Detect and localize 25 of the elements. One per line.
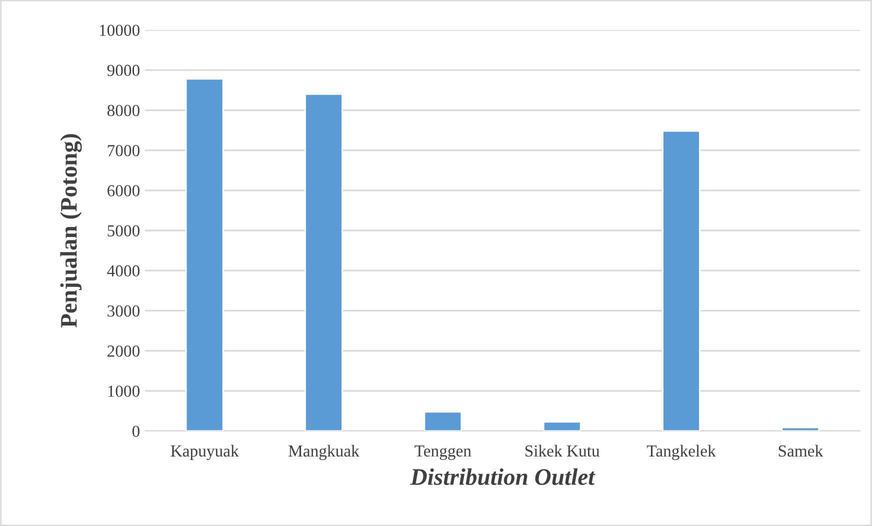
y-tick-label: 3000 [108, 305, 140, 317]
bar [304, 93, 343, 431]
y-tick-label: 5000 [108, 225, 140, 236]
y-tick-label: 10000 [100, 24, 140, 36]
bar [185, 78, 224, 431]
x-tick-label: Sikek Kutu [525, 444, 600, 457]
bar [424, 411, 462, 431]
x-tick-label: Kapuyuak [170, 444, 239, 460]
x-tick-label: Mangkuak [288, 444, 360, 460]
x-tick-label: Tenggen [414, 445, 472, 460]
y-tick-label: 8000 [107, 104, 140, 116]
x-tick-label: Samek [778, 444, 824, 457]
y-tick-label: 7000 [108, 145, 140, 156]
x-axis-title: Distribution Outlet [410, 468, 596, 486]
bar [542, 421, 582, 431]
y-tick-label: 9000 [107, 64, 140, 76]
y-tick-label: 1000 [108, 386, 140, 397]
bar [662, 130, 700, 431]
y-axis-title: Penjualan (Potong) [60, 134, 82, 328]
y-tick-label: 0 [132, 426, 140, 437]
y-tick-label: 4000 [107, 265, 140, 277]
bar [781, 426, 820, 431]
y-tick-label: 2000 [108, 346, 140, 357]
x-tick-label: Tangkelek [646, 444, 716, 460]
y-tick-label: 6000 [108, 185, 140, 196]
